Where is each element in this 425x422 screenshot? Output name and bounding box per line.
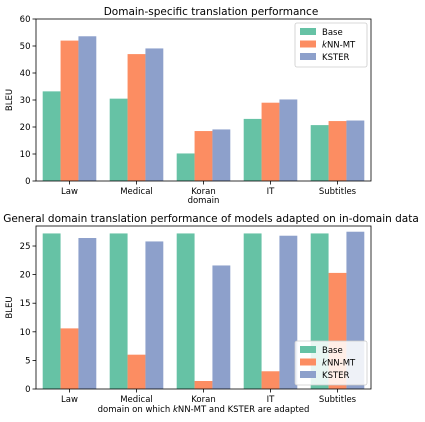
bars-group (42, 36, 365, 182)
legend-swatch (300, 346, 316, 353)
bar-base-subtitles (310, 125, 329, 181)
bar-kster-it (279, 99, 298, 181)
x-axis-label-italic: k (173, 405, 179, 415)
y-tick-label: 15 (20, 299, 31, 309)
chart-general-domain: General domain translation performance o… (3, 213, 419, 415)
bar-kster-law (78, 238, 97, 389)
chart-title: Domain-specific translation performance (104, 6, 319, 18)
y-axis-label: BLEU (5, 296, 15, 318)
legend-label: Base (322, 346, 343, 356)
y-tick-label: 50 (20, 42, 31, 52)
bar-knn-mt-medical (127, 354, 146, 389)
y-tick-label: 60 (20, 15, 31, 25)
legend-label: Base (322, 28, 343, 38)
bar-kster-medical (145, 48, 164, 182)
x-axis-label-part1: domain on which (98, 405, 173, 415)
x-ticks: Law Medical Koran IT Subtitles (61, 389, 357, 405)
bar-knn-mt-it (261, 102, 280, 181)
x-tick-label: Law (61, 187, 78, 197)
y-tick-label: 10 (20, 150, 31, 160)
x-ticks: Law Medical Koran IT Subtitles (61, 181, 357, 197)
bar-kster-subtitles (346, 120, 365, 181)
bar-base-koran (176, 153, 195, 181)
plot-frame (35, 225, 372, 390)
bar-base-medical (109, 233, 128, 389)
chart-title: General domain translation performance o… (3, 213, 419, 225)
y-tick-label: 5 (25, 356, 30, 366)
x-tick-label: Medical (120, 395, 153, 405)
x-tick-label: IT (267, 395, 276, 405)
y-ticks: 0 5 10 15 20 25 (20, 242, 36, 395)
bar-knn-mt-medical (127, 54, 146, 181)
bar-knn-mt-koran (194, 380, 213, 389)
bar-base-law (42, 91, 61, 181)
x-tick-label: Law (61, 395, 78, 405)
y-tick-label: 20 (20, 271, 31, 281)
y-tick-label: 0 (25, 385, 30, 395)
x-axis-label-part2: NN-MT and KSTER are adapted (178, 405, 309, 415)
x-tick-label: Subtitles (319, 395, 357, 405)
x-tick-label: Subtitles (319, 187, 357, 197)
y-tick-label: 25 (20, 242, 31, 252)
plot-frame (35, 18, 372, 182)
bar-base-it (243, 233, 262, 389)
y-tick-label: 20 (20, 123, 31, 133)
legend-swatch (300, 371, 316, 378)
bar-base-it (243, 118, 262, 181)
bar-knn-mt-subtitles (328, 121, 347, 181)
y-ticks: 0 10 20 30 40 50 60 (20, 15, 36, 187)
bar-kster-koran (212, 129, 231, 181)
legend-swatch (300, 40, 316, 48)
chart-domain-specific: Domain-specific translation performance … (5, 6, 372, 206)
legend-swatch (300, 358, 316, 366)
legend-label: kNN-MT (322, 41, 356, 51)
bar-knn-mt-it (261, 371, 280, 389)
bar-knn-mt-law (60, 328, 79, 389)
x-axis-label: domain (188, 196, 220, 206)
legend-label: kNN-MT (322, 359, 356, 369)
bar-knn-mt-law (60, 40, 79, 181)
x-tick-label: IT (267, 187, 276, 197)
legend: Base kNN-MT KSTER (294, 340, 368, 386)
bar-kster-it (279, 235, 298, 389)
y-tick-label: 10 (20, 328, 31, 338)
y-tick-label: 0 (25, 177, 30, 187)
bar-knn-mt-koran (194, 131, 213, 181)
legend-swatch (300, 28, 316, 35)
y-tick-label: 40 (20, 69, 31, 79)
x-axis-label: domain on which kNN-MT and KSTER are ada… (98, 405, 310, 415)
y-axis-label: BLEU (5, 89, 15, 111)
bar-kster-law (78, 36, 97, 181)
x-tick-label: Medical (120, 187, 153, 197)
x-tick-label: Koran (191, 395, 215, 405)
x-tick-label: Koran (191, 187, 215, 197)
bar-kster-medical (145, 241, 164, 389)
bar-base-medical (109, 98, 128, 181)
bar-base-law (42, 233, 61, 389)
legend-label: KSTER (322, 53, 350, 63)
y-tick-label: 30 (20, 96, 31, 106)
legend-swatch (300, 53, 316, 60)
bar-base-koran (176, 233, 195, 389)
legend: Base kNN-MT KSTER (294, 22, 368, 68)
legend-label: KSTER (322, 371, 350, 381)
bar-kster-koran (212, 265, 231, 389)
